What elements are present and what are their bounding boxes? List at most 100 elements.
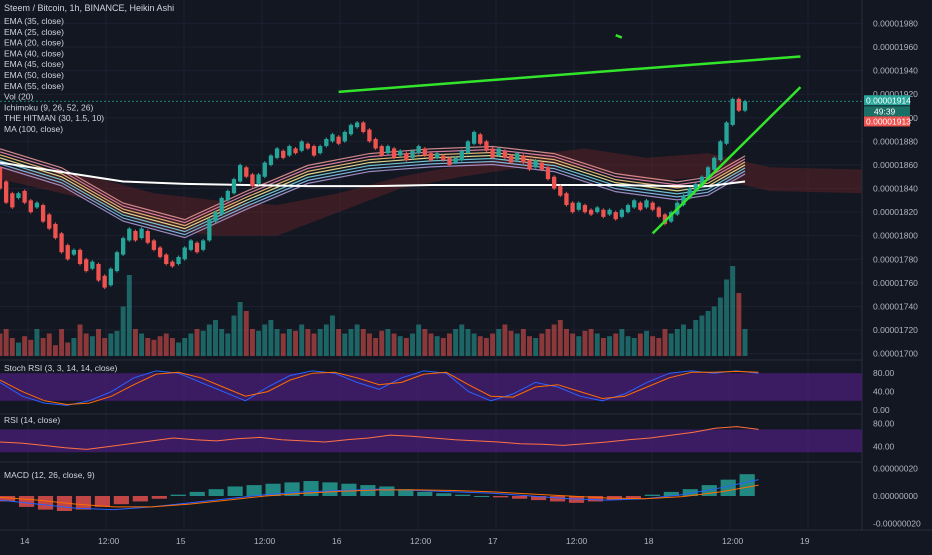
- macd-hist-bar: [189, 491, 205, 496]
- candle-body: [712, 157, 717, 170]
- trendline: [338, 55, 801, 94]
- volume-bar: [397, 336, 403, 356]
- candle-body: [244, 167, 249, 177]
- candle-body: [164, 254, 169, 265]
- legend-entry: EMA (55, close): [4, 81, 64, 91]
- volume-bar: [742, 329, 748, 356]
- candle-body: [601, 209, 606, 217]
- volume-bar: [477, 336, 483, 356]
- candle-body: [422, 148, 427, 156]
- time-tick-label: 17: [488, 536, 498, 546]
- volume-bar: [293, 330, 299, 356]
- volume-bar: [22, 336, 28, 356]
- candle-body: [705, 167, 711, 180]
- volume-bar: [145, 338, 151, 356]
- volume-bar: [237, 302, 243, 356]
- volume-bar: [594, 333, 600, 356]
- candle-body: [16, 193, 21, 198]
- volume-bar: [354, 324, 360, 356]
- macd-panel: 0.00000020 0.00000000 -0.00000020: [0, 464, 921, 528]
- time-axis[interactable]: 14 12:00 15 12:00 16 12:00 17 12:00 18 12:00 19: [20, 536, 810, 546]
- candle-body: [515, 153, 520, 161]
- ema-line: [0, 163, 746, 239]
- ma100-path: [0, 161, 746, 188]
- volume-bar: [680, 324, 686, 356]
- macd-hist-bar: [37, 496, 54, 510]
- macd-hist-bar: [18, 496, 35, 507]
- chart-title: Steem / Bitcoin, 1h, BINANCE, Heikin Ash…: [4, 3, 174, 13]
- volume-bar: [0, 333, 3, 356]
- candle-body: [379, 146, 384, 156]
- volume-bar: [373, 338, 379, 356]
- volume-bar: [52, 345, 58, 356]
- candle-body: [625, 205, 631, 213]
- macd-hist-bar: [303, 481, 319, 496]
- macd-hist-bar: [113, 496, 129, 505]
- macd-hist-bar: [530, 496, 547, 501]
- candle-body: [59, 233, 64, 253]
- candle-body: [342, 131, 347, 142]
- volume-bar: [447, 333, 452, 356]
- candle-body: [256, 174, 261, 184]
- macd-hist-bar: [701, 485, 717, 496]
- volume-bar: [674, 329, 680, 356]
- candle-body: [34, 202, 40, 208]
- volume-bar: [231, 315, 237, 356]
- volume-bar: [465, 329, 471, 356]
- volume-bar: [379, 330, 385, 356]
- volume-bar: [323, 324, 329, 356]
- candle-body: [724, 122, 729, 144]
- trendlines[interactable]: [338, 34, 802, 235]
- candle-body: [22, 190, 27, 203]
- candle-body: [496, 148, 501, 156]
- volume-bar: [188, 333, 194, 356]
- volume-bar: [243, 311, 249, 356]
- candle-body: [681, 195, 686, 206]
- volume-bar: [533, 338, 539, 356]
- candle-body: [324, 139, 329, 147]
- volume-bar: [336, 329, 342, 356]
- volume-bar: [644, 330, 649, 356]
- candle-body: [576, 202, 581, 210]
- volume-bar: [126, 275, 132, 356]
- legend-entry: EMA (20, close): [4, 38, 64, 48]
- candle-body: [311, 146, 317, 156]
- volume-bar: [194, 329, 200, 356]
- indicator-legend[interactable]: EMA (35, close)EMA (25, close)EMA (20, c…: [4, 16, 104, 134]
- volume-bar: [527, 336, 532, 356]
- candle-body: [644, 200, 649, 208]
- osc-tick-label: 0.00: [873, 405, 890, 415]
- candle-body: [588, 209, 594, 215]
- candle-body: [730, 98, 735, 125]
- candle-body: [151, 240, 157, 250]
- volume-bar: [496, 329, 502, 356]
- legend-entry: EMA (35, close): [4, 16, 64, 26]
- candle-body: [539, 162, 544, 170]
- volume-bar: [650, 336, 656, 356]
- price-tick-label: 0.00001760: [873, 278, 918, 288]
- volume-bar: [249, 329, 255, 356]
- candle-body: [373, 139, 378, 149]
- time-tick-label: 16: [332, 536, 342, 546]
- candle-body: [471, 131, 477, 144]
- price-tick-label: 0.00001740: [873, 301, 918, 311]
- volume-bar: [65, 342, 71, 356]
- candle-body: [687, 188, 692, 198]
- legend-entry: EMA (45, close): [4, 59, 64, 69]
- macd-hist-bar: [170, 494, 186, 496]
- candle-body: [533, 160, 538, 168]
- macd-hist-bar: [398, 489, 414, 496]
- candle-body: [201, 240, 206, 250]
- candle-body: [287, 146, 292, 156]
- candles[interactable]: [0, 97, 748, 290]
- candle-body: [274, 148, 280, 158]
- volume-bar: [139, 333, 145, 356]
- candle-body: [742, 101, 748, 111]
- ma100-line: [0, 161, 746, 188]
- candle-body: [330, 134, 335, 142]
- time-tick-label: 12:00: [566, 536, 588, 546]
- price-axis[interactable]: 0.00001980 0.00001960 0.00001940 0.00001920…: [873, 18, 918, 358]
- price-tick-label: 0.00001780: [873, 254, 918, 264]
